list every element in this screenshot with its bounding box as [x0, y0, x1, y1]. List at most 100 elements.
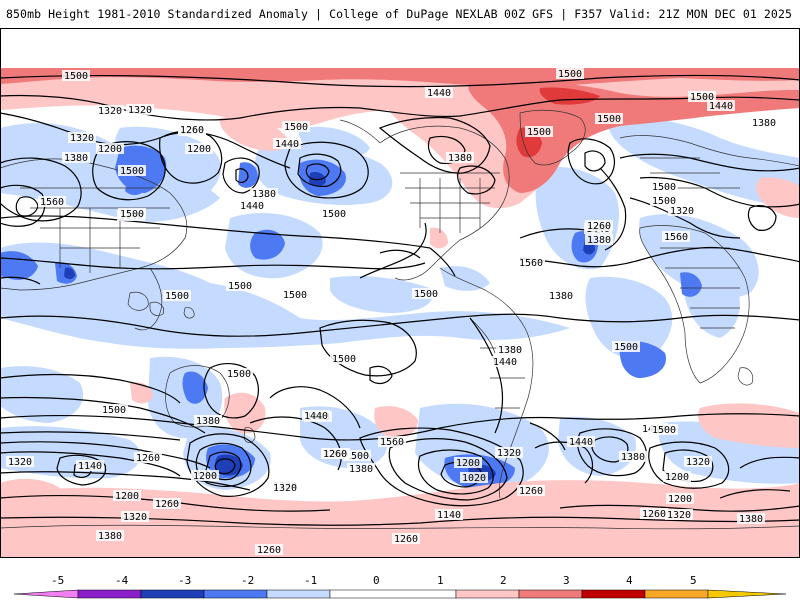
svg-text:1380: 1380: [64, 153, 88, 164]
svg-text:1320: 1320: [497, 448, 521, 459]
color-legend: -5 -4 -3 -2 -1 0 1 2 3 4 5: [13, 574, 787, 599]
svg-text:1380: 1380: [252, 189, 276, 200]
svg-text:1500: 1500: [102, 405, 126, 416]
contour-label: 1500: [226, 280, 254, 292]
svg-text:1500: 1500: [120, 166, 144, 177]
svg-text:1260: 1260: [257, 545, 281, 556]
contour-label: 1320: [68, 132, 96, 144]
svg-text:1320: 1320: [670, 206, 694, 217]
contour-label: 1260: [321, 448, 349, 460]
header: 850mb Height 1981-2010 Standardized Anom…: [0, 0, 800, 28]
contour-label: 1200: [191, 470, 219, 482]
contour-label: 1320: [271, 482, 299, 494]
contour-label: 1260: [178, 124, 206, 136]
contour-labels: 1500 1440 1320 1260 1200 1380 1560 1140 …: [6, 68, 778, 556]
legend-swatch-pos2: [518, 589, 583, 599]
contour-label: 1500: [282, 121, 310, 133]
contour-label: 1320: [126, 104, 154, 116]
contour-label: 1500: [343, 450, 371, 462]
contour-label: 1500: [118, 208, 146, 220]
contour-label: 1500: [225, 368, 253, 380]
svg-text:1500: 1500: [332, 354, 356, 365]
svg-text:1140: 1140: [437, 510, 461, 521]
svg-text:1020: 1020: [462, 473, 486, 484]
legend-swatch-pos3: [581, 589, 646, 599]
contour-label: 1200: [666, 493, 694, 505]
svg-text:1440: 1440: [427, 88, 451, 99]
svg-text:1320: 1320: [98, 106, 122, 117]
svg-text:1380: 1380: [498, 345, 522, 356]
svg-text:1440: 1440: [709, 101, 733, 112]
svg-text:1200: 1200: [668, 494, 692, 505]
svg-text:1500: 1500: [284, 122, 308, 133]
contour-label: 1380: [619, 451, 647, 463]
run-valid-time: 00Z GFS | F357 Valid: 21Z MON DEC 01 202…: [504, 7, 792, 21]
contour-label: 1500: [525, 126, 553, 138]
height-contours: [0, 74, 800, 526]
contour-label: 1380: [737, 513, 765, 525]
legend-swatch-neg5: [13, 589, 79, 599]
contour-label: 1260: [392, 533, 420, 545]
legend-swatch-pos4: [644, 589, 709, 599]
contour-label: 1380: [750, 117, 778, 129]
contour-label: 1200: [185, 143, 213, 155]
contour-label: 1140: [435, 509, 463, 521]
svg-text:1560: 1560: [519, 258, 543, 269]
contour-label: 1500: [320, 208, 348, 220]
contour-label: 1320: [495, 447, 523, 459]
svg-text:1260: 1260: [519, 486, 543, 497]
svg-text:1500: 1500: [165, 291, 189, 302]
legend-bar: [13, 589, 787, 599]
contour-label: 1200: [454, 457, 482, 469]
svg-text:1380: 1380: [349, 464, 373, 475]
legend-swatch-neg2: [203, 589, 268, 599]
contour-label: 1260: [640, 508, 668, 520]
contour-label: 1380: [547, 290, 575, 302]
svg-text:1380: 1380: [196, 416, 220, 427]
contour-label: 1500: [650, 424, 678, 436]
svg-text:1440: 1440: [569, 437, 593, 448]
contour-label: 1140: [76, 460, 104, 472]
legend-tick-neg4: -4: [115, 574, 129, 587]
contour-label: 1320: [6, 456, 34, 468]
contour-label: 1380: [446, 152, 474, 164]
svg-text:1440: 1440: [240, 201, 264, 212]
contour-label: 1500: [650, 195, 678, 207]
svg-text:1440: 1440: [304, 411, 328, 422]
contour-label: 1260: [255, 544, 283, 556]
svg-text:1500: 1500: [120, 209, 144, 220]
svg-text:1200: 1200: [193, 471, 217, 482]
svg-text:1560: 1560: [664, 232, 688, 243]
anomaly-map: 1500 1440 1320 1260 1200 1380 1560 1140 …: [0, 28, 800, 558]
svg-text:1500: 1500: [228, 281, 252, 292]
svg-text:1500: 1500: [614, 342, 638, 353]
contour-label: 1020: [460, 472, 488, 484]
svg-text:1260: 1260: [323, 449, 347, 460]
svg-text:1260: 1260: [180, 125, 204, 136]
contour-label: 1440: [707, 100, 735, 112]
contour-label: 1380: [96, 530, 124, 542]
contour-label: 1380: [347, 463, 375, 475]
svg-text:1140: 1140: [78, 461, 102, 472]
contour-label: 1380: [194, 415, 222, 427]
contour-label: 1380: [62, 152, 90, 164]
contour-label: 1560: [38, 196, 66, 208]
svg-text:1560: 1560: [40, 197, 64, 208]
contour-label: 1260: [153, 498, 181, 510]
contour-label: 1440: [273, 138, 301, 150]
legend-tick-3: 3: [563, 574, 570, 587]
svg-text:1380: 1380: [621, 452, 645, 463]
contour-label: 1380: [496, 344, 524, 356]
legend-swatch-neg1: [266, 589, 331, 599]
svg-text:1500: 1500: [690, 92, 714, 103]
contour-label: 1440: [491, 356, 519, 368]
contour-label: 1500: [330, 353, 358, 365]
svg-text:1200: 1200: [187, 144, 211, 155]
contour-label: 1500: [650, 181, 678, 193]
svg-text:1320: 1320: [686, 457, 710, 468]
contour-label: 1500: [118, 165, 146, 177]
legend-tick-0: 0: [373, 574, 380, 587]
contour-label: 1560: [517, 257, 545, 269]
svg-text:1200: 1200: [456, 458, 480, 469]
legend-tick-neg5: -5: [51, 574, 64, 587]
